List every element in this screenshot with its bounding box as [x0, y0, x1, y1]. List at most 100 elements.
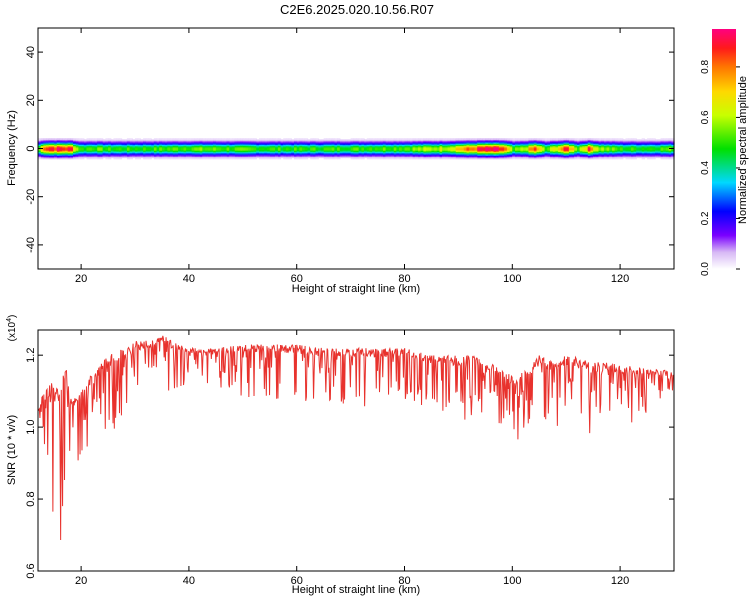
- heatmap-cell: [485, 140, 489, 143]
- heatmap-cell: [269, 157, 274, 160]
- heatmap-cell: [56, 144, 61, 147]
- heatmap-cell: [91, 150, 96, 153]
- heatmap-cell: [377, 155, 381, 157]
- heatmap-cell: [490, 153, 495, 156]
- heatmap-cell: [426, 157, 430, 160]
- heatmap-cell: [288, 141, 292, 144]
- heatmap-cell: [547, 143, 551, 145]
- heatmap-cell: [380, 139, 384, 142]
- heatmap-cell: [544, 153, 548, 156]
- heatmap-cell: [350, 157, 354, 160]
- heatmap-cell: [366, 139, 371, 142]
- heatmap-cell: [550, 138, 554, 141]
- heatmap-cell: [40, 145, 44, 148]
- heatmap-cell: [668, 146, 672, 149]
- heatmap-cell: [539, 157, 543, 160]
- heatmap-cell: [377, 153, 381, 156]
- heatmap-cell: [46, 141, 50, 144]
- heatmap-cell: [197, 141, 201, 144]
- heatmap-cell: [143, 153, 147, 156]
- heatmap-cell: [156, 152, 160, 155]
- heatmap-cell: [280, 146, 284, 149]
- heatmap-cell: [102, 150, 106, 153]
- heatmap-cell: [660, 143, 664, 145]
- heatmap-cell: [528, 157, 532, 160]
- heatmap-cell: [67, 151, 71, 154]
- colorbar-tick-label: 0.0: [700, 262, 711, 276]
- heatmap-cell: [210, 156, 214, 159]
- heatmap-cell: [102, 145, 106, 148]
- heatmap-cell: [245, 152, 249, 155]
- heatmap-cell: [156, 155, 160, 157]
- heatmap-cell: [113, 146, 117, 149]
- heatmap-cell: [417, 150, 422, 153]
- heatmap-cell: [345, 139, 349, 142]
- heatmap-cell: [229, 143, 233, 145]
- heatmap-cell: [339, 145, 344, 148]
- heatmap-cell: [232, 153, 236, 156]
- heatmap-cell: [143, 139, 147, 142]
- heatmap-cell: [213, 146, 217, 149]
- heatmap-cell: [54, 138, 58, 141]
- heatmap-cell: [73, 146, 77, 149]
- heatmap-cell: [91, 149, 96, 151]
- heatmap-cell: [232, 145, 236, 148]
- heatmap-cell: [221, 156, 225, 159]
- heatmap-cell: [434, 145, 438, 148]
- heatmap-cell: [399, 153, 403, 156]
- heatmap-cell: [463, 156, 468, 159]
- heatmap-cell: [585, 145, 589, 148]
- heatmap-cell: [439, 141, 443, 144]
- heatmap-cell: [234, 149, 239, 151]
- heatmap-cell: [544, 146, 548, 149]
- heatmap-cell: [83, 150, 88, 153]
- heatmap-cell: [64, 155, 69, 157]
- heatmap-cell: [331, 156, 336, 159]
- heatmap-cell: [269, 156, 274, 159]
- heatmap-cell: [644, 156, 648, 159]
- heatmap-cell: [620, 138, 624, 141]
- snr-y-tick-label: 1.2: [25, 348, 37, 363]
- heatmap-cell: [417, 143, 422, 145]
- heatmap-cell: [479, 138, 484, 141]
- heatmap-cell: [307, 151, 311, 154]
- heatmap-cell: [647, 144, 651, 147]
- heatmap-cell: [612, 156, 616, 159]
- heatmap-cell: [447, 141, 451, 144]
- heatmap-cell: [372, 155, 376, 157]
- heatmap-cell: [59, 141, 63, 144]
- heatmap-cell: [81, 157, 85, 160]
- heatmap-cell: [660, 150, 664, 153]
- heatmap-cell: [488, 150, 492, 153]
- heatmap-cell: [275, 156, 279, 159]
- heatmap-cell: [617, 143, 621, 145]
- heatmap-cell: [175, 140, 179, 143]
- heatmap-cell: [326, 140, 330, 143]
- heatmap-cell: [331, 144, 336, 147]
- heatmap-cell: [110, 143, 115, 145]
- heatmap-cell: [108, 141, 112, 144]
- heatmap-cell: [272, 140, 276, 143]
- heatmap-cell: [140, 143, 144, 145]
- heatmap-cell: [439, 153, 443, 156]
- heatmap-cell: [315, 152, 319, 155]
- heatmap-cell: [382, 143, 387, 145]
- heatmap-cell: [652, 157, 656, 160]
- heatmap-cell: [124, 147, 128, 150]
- heatmap-cell: [606, 145, 610, 148]
- spectrogram-x-tick-label: 40: [183, 273, 195, 285]
- heatmap-cell: [496, 140, 500, 143]
- heatmap-cell: [248, 153, 252, 156]
- heatmap-cell: [579, 145, 583, 148]
- heatmap-cell: [143, 150, 147, 153]
- heatmap-cell: [490, 146, 495, 149]
- heatmap-cell: [172, 144, 177, 147]
- heatmap-cell: [320, 141, 325, 144]
- heatmap-cell: [89, 149, 93, 151]
- heatmap-cell: [358, 153, 362, 156]
- heatmap-cell: [148, 150, 152, 153]
- heatmap-cell: [428, 139, 433, 142]
- heatmap-cell: [434, 146, 438, 149]
- heatmap-cell: [320, 144, 325, 147]
- heatmap-cell: [108, 149, 112, 151]
